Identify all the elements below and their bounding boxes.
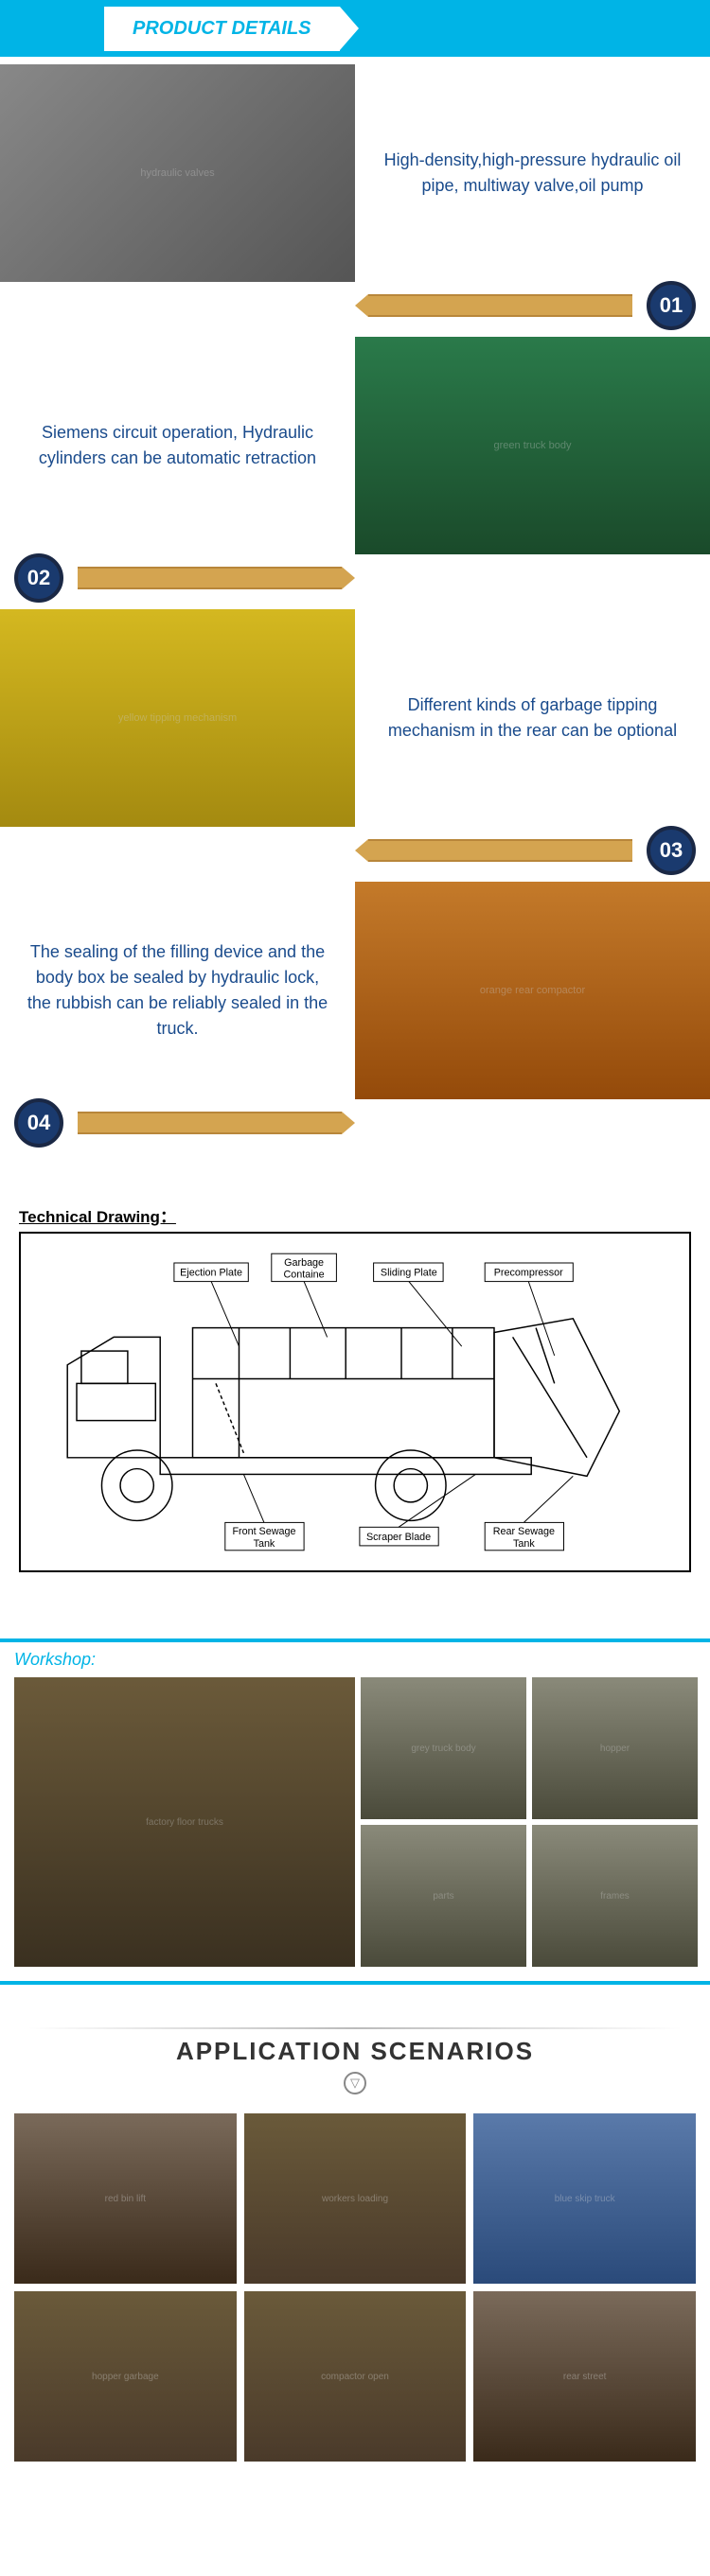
app-image-2: workers loading (244, 2113, 467, 2284)
workshop-title: Workshop: (14, 1650, 696, 1670)
technical-title: Technical Drawing： (19, 1203, 691, 1227)
badge-03: 03 (647, 826, 696, 875)
application-section: APPLICATION SCENARIOS ▽ red bin lift wor… (0, 2008, 710, 2462)
ribbon-02: 02 (0, 554, 710, 602)
app-image-6: rear street (473, 2291, 696, 2462)
ribbon-03: 03 (0, 827, 710, 874)
workshop-section: Workshop: factory floor trucks grey truc… (0, 1638, 710, 1985)
app-image-5: compactor open (244, 2291, 467, 2462)
detail-text-03: Different kinds of garbage tipping mecha… (355, 692, 710, 744)
label-garbage: Garbage (284, 1257, 324, 1269)
app-image-4: hopper garbage (14, 2291, 237, 2462)
svg-text:Tank: Tank (513, 1538, 535, 1550)
detail-row-01: hydraulic valves High-density,high-press… (0, 64, 710, 282)
detail-row-03: yellow tipping mechanism Different kinds… (0, 609, 710, 827)
label-front-tank: Front Sewage (232, 1526, 295, 1537)
detail-image-02: green truck body (355, 337, 710, 554)
detail-row-02: Siemens circuit operation, Hydraulic cyl… (0, 337, 710, 554)
detail-text-02: Siemens circuit operation, Hydraulic cyl… (0, 420, 355, 471)
app-image-3: blue skip truck (473, 2113, 696, 2284)
label-rear-tank: Rear Sewage (493, 1526, 555, 1537)
technical-drawing-section: Technical Drawing： Ejection Plate Garbag… (0, 1203, 710, 1572)
product-details-header: PRODUCT DETAILS (0, 0, 710, 57)
detail-image-01: hydraulic valves (0, 64, 355, 282)
label-sliding: Sliding Plate (381, 1268, 437, 1279)
detail-image-03: yellow tipping mechanism (0, 609, 355, 827)
detail-row-04: The sealing of the filling device and th… (0, 882, 710, 1099)
application-icon: ▽ (344, 2072, 366, 2094)
badge-02: 02 (14, 553, 63, 603)
label-precompressor: Precompressor (494, 1268, 563, 1279)
header-title: PRODUCT DETAILS (104, 7, 340, 51)
workshop-image-5: frames (532, 1825, 698, 1967)
application-header: APPLICATION SCENARIOS ▽ (0, 2008, 710, 2113)
svg-text:Containe: Containe (284, 1270, 325, 1281)
badge-04: 04 (14, 1098, 63, 1148)
technical-diagram: Ejection Plate Garbage Containe Sliding … (19, 1232, 691, 1572)
svg-text:Tank: Tank (254, 1538, 275, 1550)
ribbon-01: 01 (0, 282, 710, 329)
detail-image-04: orange rear compactor (355, 882, 710, 1099)
application-title: APPLICATION SCENARIOS (0, 2037, 710, 2066)
workshop-image-4: parts (361, 1825, 526, 1967)
app-image-1: red bin lift (14, 2113, 237, 2284)
label-ejection: Ejection Plate (180, 1268, 242, 1279)
workshop-image-main: factory floor trucks (14, 1677, 355, 1967)
ribbon-04: 04 (0, 1099, 710, 1147)
label-scraper: Scraper Blade (366, 1532, 431, 1543)
badge-01: 01 (647, 281, 696, 330)
detail-text-01: High-density,high-pressure hydraulic oil… (355, 148, 710, 199)
detail-text-04: The sealing of the filling device and th… (0, 939, 355, 1042)
workshop-image-2: grey truck body (361, 1677, 526, 1819)
workshop-image-3: hopper (532, 1677, 698, 1819)
